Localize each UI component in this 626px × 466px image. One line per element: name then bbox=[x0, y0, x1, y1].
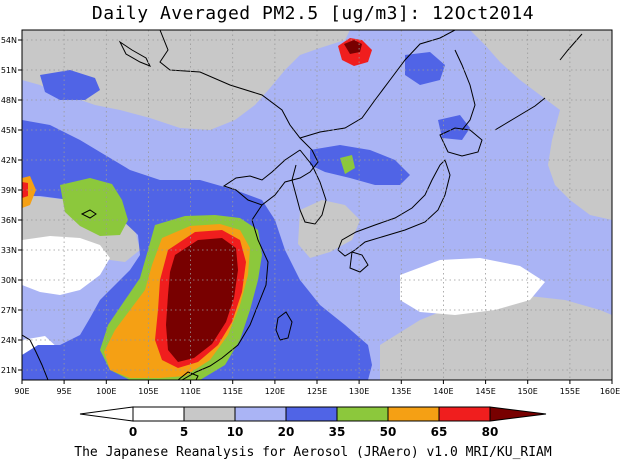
coastline-korean-peninsula bbox=[291, 149, 327, 225]
colorbar-swatch bbox=[183, 406, 236, 422]
y-tick-label: 21N bbox=[1, 366, 17, 375]
lat-gridlines bbox=[22, 39, 612, 371]
coastline-bohai bbox=[222, 149, 301, 206]
colorbar-swatch bbox=[285, 406, 338, 422]
coastline-hainan bbox=[177, 371, 199, 380]
y-axis-labels: 21N 24N 27N 30N 33N 36N 39N 42N 45N 48N … bbox=[1, 36, 17, 375]
colorbar-level-label: 10 bbox=[227, 425, 244, 439]
darkred-region-north bbox=[344, 40, 362, 54]
x-tick-label: 110E bbox=[180, 387, 200, 396]
y-tick-label: 24N bbox=[1, 336, 17, 345]
colorbar-swatch bbox=[438, 406, 491, 422]
x-tick-label: 130E bbox=[349, 387, 369, 396]
grey-region-north bbox=[22, 30, 350, 130]
coastline-kyushu bbox=[349, 251, 369, 273]
lake-baikal bbox=[118, 40, 152, 67]
y-tick-label: 30N bbox=[1, 276, 17, 285]
x-tick-label: 125E bbox=[307, 387, 327, 396]
colorbar-level-label: 5 bbox=[180, 425, 188, 439]
colorbar-level-label: 20 bbox=[278, 425, 295, 439]
colorbar-low-arrow bbox=[79, 406, 134, 422]
grey-region-southeast bbox=[380, 295, 612, 380]
lake-qinghai bbox=[80, 209, 97, 219]
colorbar-level-label: 50 bbox=[380, 425, 397, 439]
map-title: Daily Averaged PM2.5 [ug/m3]: 12Oct2014 bbox=[91, 3, 535, 24]
colorbar-swatch bbox=[387, 406, 440, 422]
x-tick-label: 155E bbox=[560, 387, 580, 396]
blue-region-north-1 bbox=[40, 70, 100, 100]
y-tick-label: 45N bbox=[1, 126, 17, 135]
x-axis-labels: 90E 95E 100E 105E 110E 115E 120E 125E 13… bbox=[14, 387, 620, 396]
gridlines bbox=[22, 30, 612, 380]
x-tick-label: 140E bbox=[433, 387, 453, 396]
x-tick-label: 160E bbox=[600, 387, 620, 396]
colorbar-level-label: 35 bbox=[329, 425, 346, 439]
blue-region-japan bbox=[310, 145, 410, 185]
blue-region-north-2 bbox=[405, 52, 445, 85]
white-region-west bbox=[22, 236, 110, 295]
x-tick-label: 90E bbox=[14, 387, 29, 396]
y-tick-label: 42N bbox=[1, 156, 17, 165]
coastline-layer bbox=[22, 30, 583, 380]
colorbar-swatch bbox=[132, 406, 185, 422]
x-tick-label: 120E bbox=[265, 387, 285, 396]
footer-credit: The Japanese Reanalysis for Aerosol (JRA… bbox=[74, 445, 552, 460]
coastline-honshu bbox=[337, 159, 451, 257]
x-tick-label: 150E bbox=[518, 387, 538, 396]
coastline-kamchatka bbox=[559, 33, 583, 61]
x-tick-label: 145E bbox=[475, 387, 495, 396]
colorbar-level-label: 80 bbox=[482, 425, 499, 439]
red-region-west bbox=[22, 182, 28, 198]
colorbar: 0 5 10 20 35 50 65 80 bbox=[79, 406, 547, 439]
green-region-west bbox=[60, 178, 128, 236]
y-tick-label: 27N bbox=[1, 306, 17, 315]
colorbar-swatch bbox=[234, 406, 287, 422]
axis-tick-marks bbox=[18, 39, 613, 384]
y-tick-label: 48N bbox=[1, 96, 17, 105]
y-tick-label: 36N bbox=[1, 216, 17, 225]
x-tick-label: 135E bbox=[391, 387, 411, 396]
y-tick-label: 51N bbox=[1, 66, 17, 75]
colorbar-swatch bbox=[336, 406, 389, 422]
x-tick-label: 100E bbox=[96, 387, 116, 396]
blue-region-pacific bbox=[438, 115, 470, 140]
colorbar-high-arrow bbox=[489, 406, 547, 422]
darkred-region-main bbox=[166, 238, 238, 362]
coastline-sakhalin bbox=[454, 49, 476, 131]
grey-region-northeast bbox=[470, 30, 612, 220]
y-tick-label: 33N bbox=[1, 246, 17, 255]
coastline-taiwan bbox=[275, 311, 293, 341]
x-tick-label: 105E bbox=[138, 387, 158, 396]
coastline-kuril bbox=[494, 97, 546, 131]
coastline-hokkaido bbox=[439, 127, 483, 157]
y-tick-label: 39N bbox=[1, 186, 17, 195]
y-tick-label: 54N bbox=[1, 36, 17, 45]
coastline-india bbox=[22, 334, 49, 380]
x-tick-label: 95E bbox=[56, 387, 71, 396]
pm25-concentration-field bbox=[22, 30, 612, 380]
white-region-east bbox=[400, 258, 545, 315]
colorbar-level-label: 65 bbox=[431, 425, 448, 439]
colorbar-level-label: 0 bbox=[129, 425, 137, 439]
grey-region-sea bbox=[298, 200, 360, 258]
x-tick-label: 115E bbox=[223, 387, 243, 396]
